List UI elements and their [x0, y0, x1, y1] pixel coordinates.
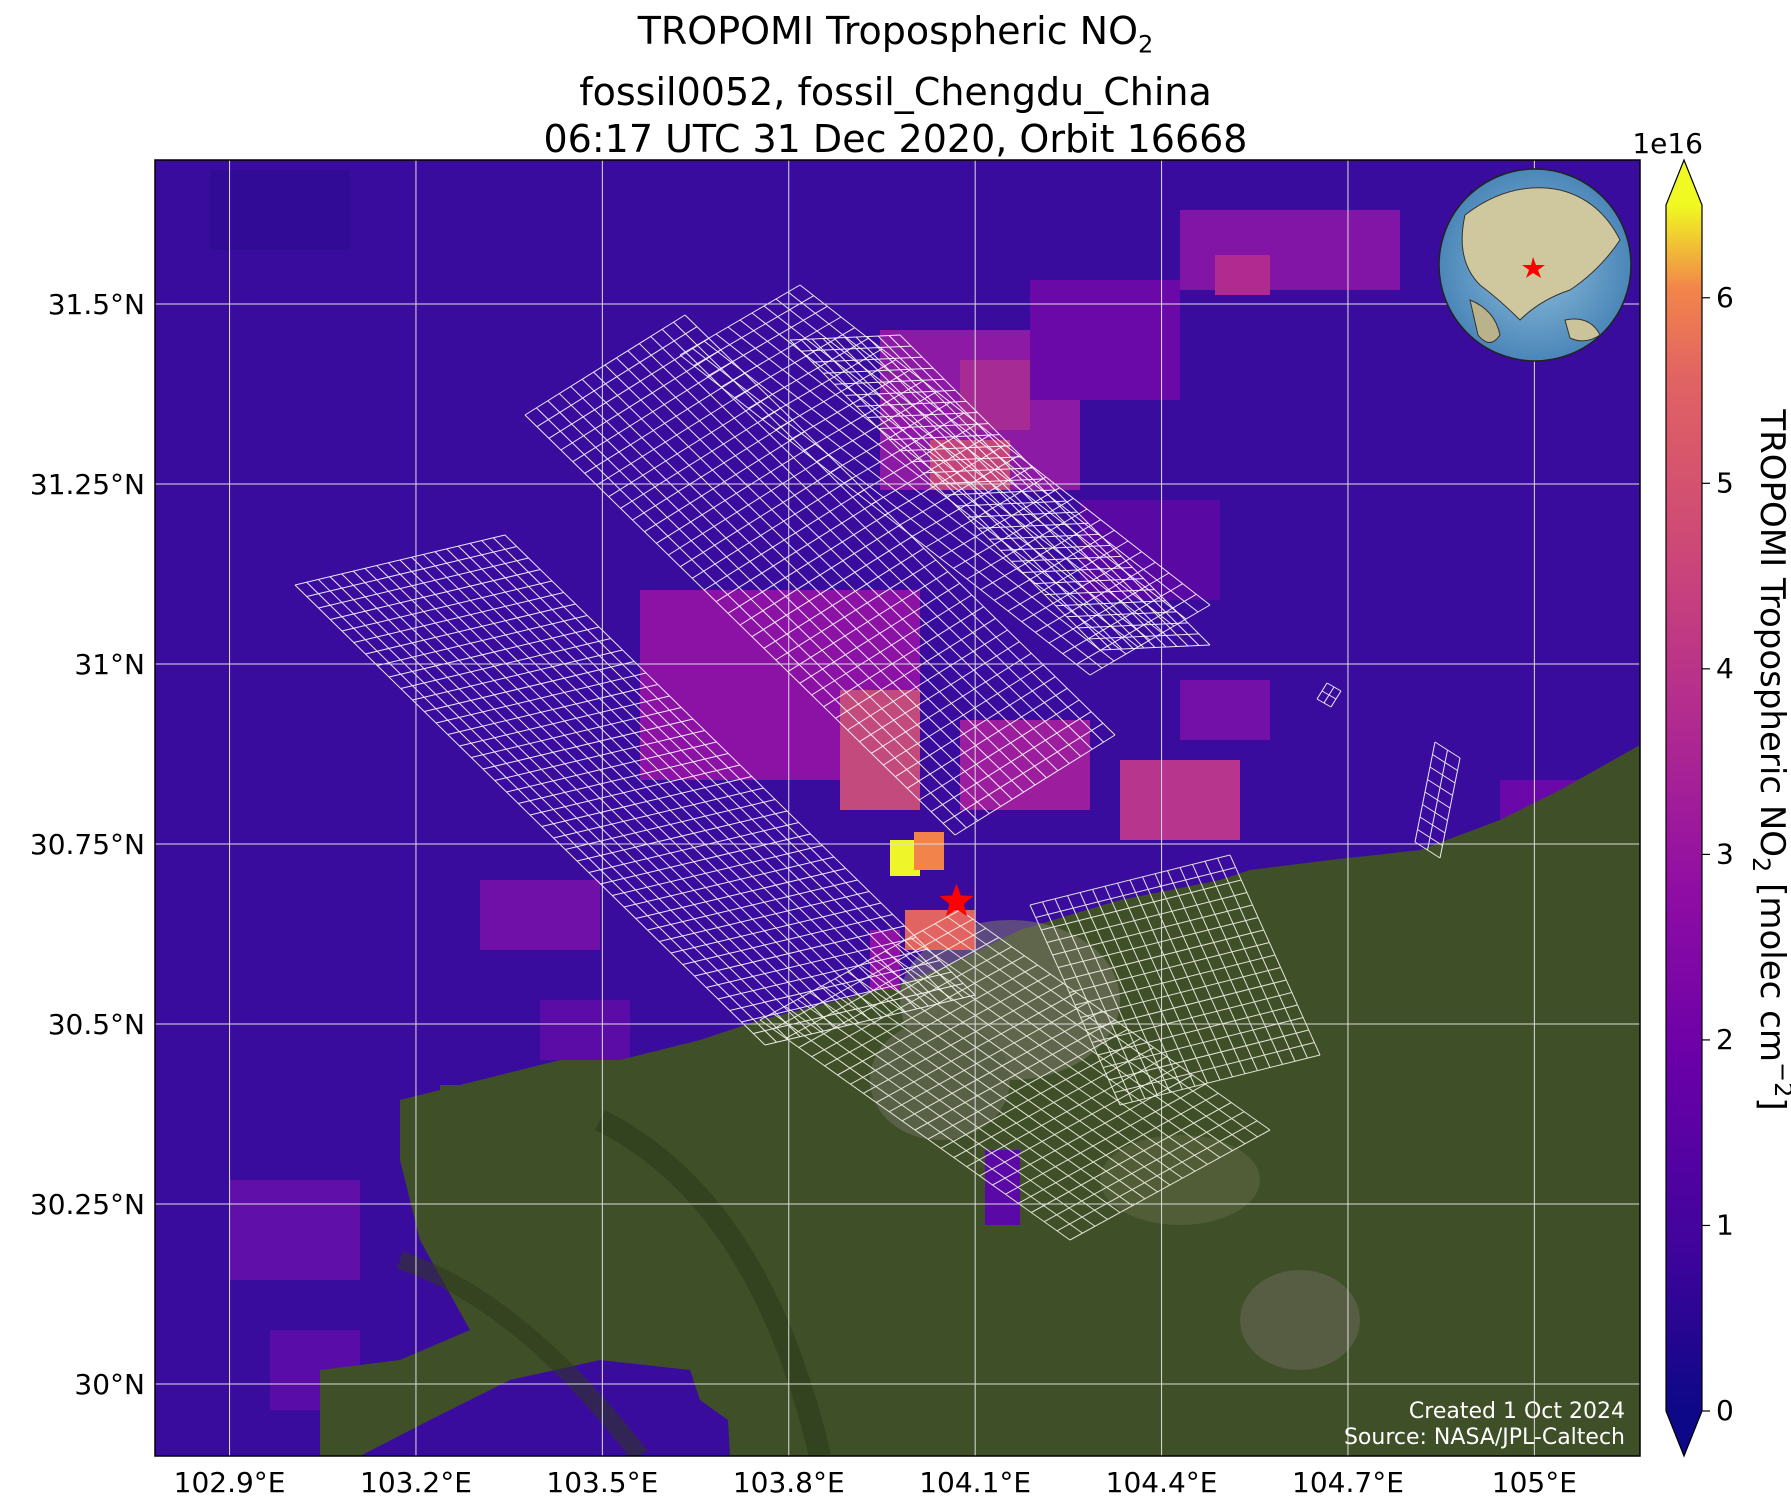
- lat-tick-label: 30°N: [74, 1368, 145, 1401]
- colorbar-extend-max: [1666, 160, 1702, 205]
- title-line-1: TROPOMI Tropospheric NO2: [637, 9, 1154, 59]
- lon-tick-label: 104.1°E: [919, 1466, 1031, 1499]
- colorbar-tick-label: 5: [1716, 466, 1734, 499]
- colorbar-gradient: [1666, 205, 1702, 1411]
- colorbar-tick-label: 0: [1716, 1394, 1734, 1427]
- credit-source: Source: NASA/JPL-Caltech: [1344, 1425, 1625, 1450]
- title-line-2: fossil0052, fossil_Chengdu_China: [579, 69, 1212, 114]
- plot-title: TROPOMI Tropospheric NO2 fossil0052, fos…: [0, 8, 1791, 163]
- site-marker-layer: [939, 883, 974, 917]
- colorbar-label: TROPOMI Tropospheric NO2 [molec cm−2]: [1747, 408, 1791, 1110]
- land-patch: [440, 1085, 465, 1120]
- map-frame: [154, 159, 1641, 1457]
- lon-tick-label: 103.2°E: [360, 1466, 472, 1499]
- lon-tick-label: 104.4°E: [1106, 1466, 1218, 1499]
- lon-tick-labels: 102.9°E 103.2°E 103.5°E 103.8°E 104.1°E 104.4…: [174, 1466, 1577, 1499]
- colorbar-tick-label: 4: [1716, 652, 1734, 685]
- mesh-far-east: [1414, 741, 1461, 859]
- credit-created: Created 1 Oct 2024: [1409, 1399, 1625, 1424]
- mesh-north-b: [789, 334, 1211, 651]
- colorbar-extend-min: [1666, 1411, 1702, 1456]
- colorbar-tick-label: 3: [1716, 837, 1734, 870]
- colorbar-tick-label: 2: [1716, 1023, 1734, 1056]
- globe-inset: [1438, 168, 1632, 362]
- colorbar-tick-label: 1: [1716, 1208, 1734, 1241]
- mesh-east: [1029, 854, 1321, 1106]
- lat-tick-label: 31°N: [74, 648, 145, 681]
- lat-tick-label: 31.25°N: [30, 468, 145, 501]
- lon-tick-label: 102.9°E: [174, 1466, 286, 1499]
- title-line-3: 06:17 UTC 31 Dec 2020, Orbit 16668: [543, 116, 1248, 161]
- colorbar-multiplier: 1e16: [1632, 127, 1703, 160]
- mesh-west: [294, 534, 976, 1046]
- lat-tick-label: 30.5°N: [48, 1008, 145, 1041]
- lat-lon-gridlines: [155, 160, 1640, 1456]
- lon-tick-label: 103.8°E: [733, 1466, 845, 1499]
- mesh-tiny: [1316, 682, 1342, 708]
- lon-tick-label: 105°E: [1492, 1466, 1577, 1499]
- colorbar: 0 1 2 3 4 5 6 1e16 TROPOMI Tropospheric NO2 [m…: [1632, 127, 1791, 1458]
- colorbar-tick-label: 6: [1716, 281, 1734, 314]
- no2-pixels: [210, 170, 1620, 1410]
- colorbar-ticks: 0 1 2 3 4 5 6: [1702, 281, 1734, 1427]
- lat-tick-label: 30.75°N: [30, 828, 145, 861]
- lon-tick-label: 104.7°E: [1292, 1466, 1404, 1499]
- no2-hotspots: [870, 832, 1020, 1225]
- lon-tick-label: 103.5°E: [546, 1466, 658, 1499]
- mesh-city: [759, 909, 1271, 1241]
- site-marker-star-icon: [939, 883, 974, 917]
- map-area: Created 1 Oct 2024 Source: NASA/JPL-Calt…: [155, 160, 1640, 1456]
- lat-tick-label: 30.25°N: [30, 1188, 145, 1221]
- retrieval-grid-meshes: [294, 284, 1461, 1241]
- lat-tick-labels: 31.5°N 31.25°N 31°N 30.75°N 30.5°N 30.25°N 30°…: [30, 288, 145, 1401]
- lat-tick-label: 31.5°N: [48, 288, 145, 321]
